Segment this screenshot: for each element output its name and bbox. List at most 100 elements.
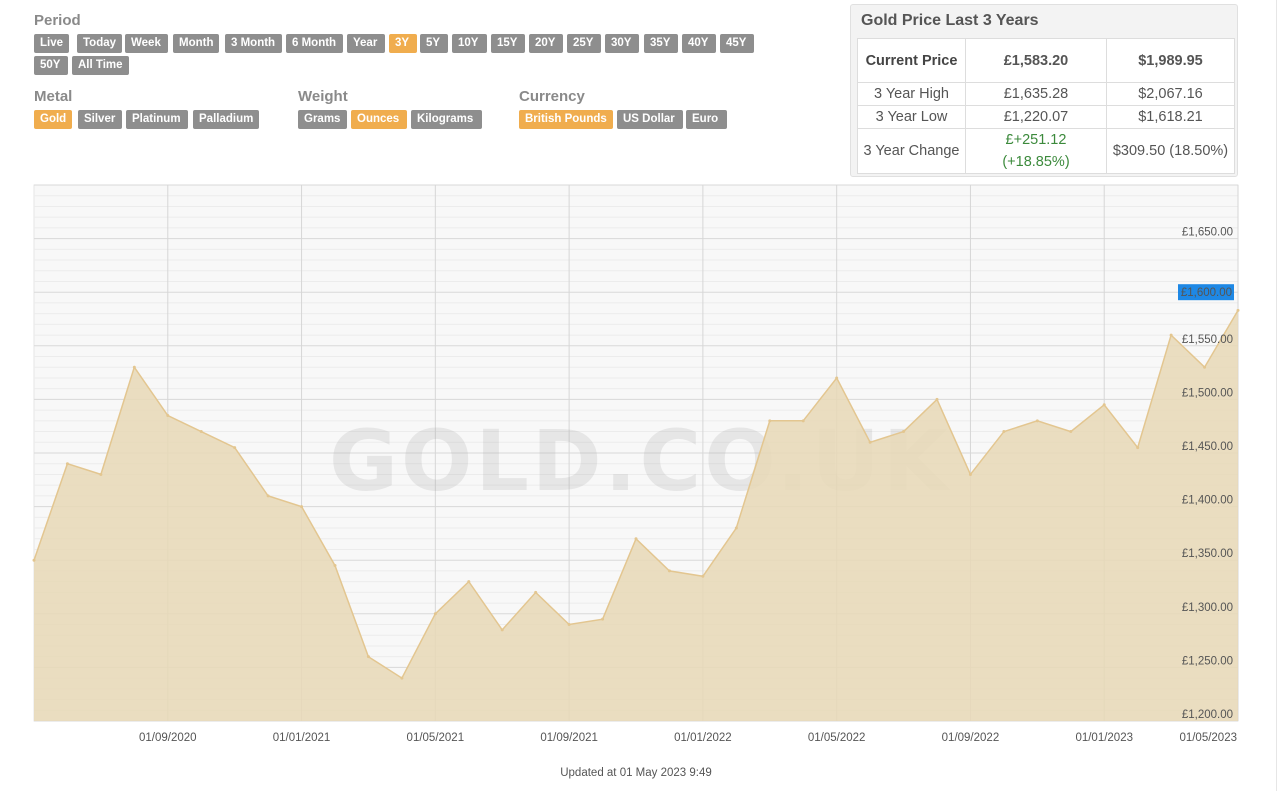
data-point bbox=[701, 574, 705, 578]
weight-button-kilograms[interactable]: Kilograms bbox=[411, 110, 482, 129]
period-button-50y[interactable]: 50Y bbox=[34, 56, 68, 75]
data-point bbox=[734, 526, 738, 530]
data-point bbox=[801, 419, 805, 423]
period-button-live[interactable]: Live bbox=[34, 34, 70, 53]
period-button-3y[interactable]: 3Y bbox=[389, 34, 417, 53]
x-tick-label: 01/01/2021 bbox=[273, 732, 331, 744]
data-point bbox=[467, 580, 471, 584]
y-tick-label: £1,400.00 bbox=[1182, 495, 1233, 507]
period-button-6-month[interactable]: 6 Month bbox=[286, 34, 343, 53]
data-point bbox=[634, 537, 638, 541]
period-label: Period bbox=[34, 12, 81, 29]
gold-price-chart[interactable]: 01/09/2020 01/01/2021 01/05/2021 01/09/2021… bbox=[0, 180, 1280, 750]
summary-table: Current Price £1,583.20 $1,989.95 3 Year… bbox=[857, 38, 1235, 174]
chart-svg: 01/09/2020 01/01/2021 01/05/2021 01/09/2021… bbox=[32, 184, 1240, 744]
summary-row-label: 3 Year Low bbox=[857, 105, 966, 129]
data-point bbox=[333, 564, 337, 568]
data-point bbox=[1169, 333, 1173, 337]
data-point bbox=[1203, 365, 1207, 369]
data-point bbox=[233, 446, 237, 450]
summary-row-label: Current Price bbox=[857, 38, 966, 83]
period-button-30y[interactable]: 30Y bbox=[605, 34, 639, 53]
x-tick-label: 01/09/2020 bbox=[139, 732, 197, 744]
y-tick-label: £1,300.00 bbox=[1182, 602, 1233, 614]
summary-row-current: Current Price £1,583.20 $1,989.95 bbox=[857, 38, 1235, 83]
currency-button-euro[interactable]: Euro bbox=[686, 110, 727, 129]
summary-row-label: 3 Year Change bbox=[857, 128, 966, 174]
period-button-5y[interactable]: 5Y bbox=[420, 34, 448, 53]
period-button-year[interactable]: Year bbox=[347, 34, 385, 53]
current-price-label: £1,600.00 bbox=[1181, 287, 1232, 299]
period-button-35y[interactable]: 35Y bbox=[644, 34, 678, 53]
metal-button-silver[interactable]: Silver bbox=[78, 110, 122, 129]
weight-button-ounces[interactable]: Ounces bbox=[351, 110, 407, 129]
period-button-3-month[interactable]: 3 Month bbox=[225, 34, 282, 53]
x-tick-label: 01/05/2022 bbox=[808, 732, 866, 744]
data-point bbox=[567, 623, 571, 627]
y-tick-label: £1,200.00 bbox=[1182, 709, 1233, 721]
metal-label: Metal bbox=[34, 88, 73, 105]
metal-button-gold[interactable]: Gold bbox=[34, 110, 73, 129]
series-area bbox=[34, 310, 1238, 721]
period-button-15y[interactable]: 15Y bbox=[491, 34, 525, 53]
weight-label: Weight bbox=[298, 88, 348, 105]
x-tick-label: 01/05/2023 bbox=[1179, 732, 1237, 744]
data-point bbox=[500, 628, 504, 632]
page-divider bbox=[1276, 0, 1277, 791]
period-button-week[interactable]: Week bbox=[125, 34, 168, 53]
summary-usd-value: $1,618.21 bbox=[1106, 105, 1235, 129]
data-point bbox=[1136, 446, 1140, 450]
metal-button-palladium[interactable]: Palladium bbox=[193, 110, 260, 129]
summary-gbp-value: £+251.12 (+18.85%) bbox=[965, 128, 1107, 174]
period-button-40y[interactable]: 40Y bbox=[682, 34, 716, 53]
x-tick-label: 01/09/2022 bbox=[942, 732, 1000, 744]
summary-gbp-value: £1,635.28 bbox=[965, 82, 1107, 106]
summary-gbp-value: £1,220.07 bbox=[965, 105, 1107, 129]
weight-button-grams[interactable]: Grams bbox=[298, 110, 347, 129]
data-point bbox=[366, 655, 370, 659]
price-summary-panel: Gold Price Last 3 Years Current Price £1… bbox=[850, 4, 1238, 177]
data-point bbox=[1069, 430, 1073, 434]
currency-button-us-dollar[interactable]: US Dollar bbox=[617, 110, 683, 129]
data-point bbox=[1102, 403, 1106, 407]
data-point bbox=[768, 419, 772, 423]
data-point bbox=[199, 430, 203, 434]
summary-usd-value: $2,067.16 bbox=[1106, 82, 1235, 106]
summary-usd-value: $1,989.95 bbox=[1106, 38, 1235, 83]
summary-row-label: 3 Year High bbox=[857, 82, 966, 106]
data-point bbox=[601, 617, 605, 621]
y-tick-label: £1,500.00 bbox=[1182, 387, 1233, 399]
currency-button-british-pounds[interactable]: British Pounds bbox=[519, 110, 613, 129]
current-price-marker bbox=[1178, 284, 1234, 301]
data-point bbox=[400, 676, 404, 680]
data-point bbox=[32, 558, 36, 562]
x-tick-label: 01/09/2021 bbox=[540, 732, 598, 744]
data-point bbox=[902, 430, 906, 434]
data-point bbox=[868, 440, 872, 444]
data-point bbox=[433, 612, 437, 616]
data-point bbox=[132, 365, 136, 369]
y-tick-label: £1,450.00 bbox=[1182, 441, 1233, 453]
data-point bbox=[667, 569, 671, 573]
summary-row-change: 3 Year Change £+251.12 (+18.85%) $309.50… bbox=[857, 128, 1235, 174]
data-point bbox=[166, 413, 170, 417]
data-point bbox=[968, 472, 972, 476]
data-point bbox=[935, 397, 939, 401]
period-button-today[interactable]: Today bbox=[77, 34, 123, 53]
y-tick-label: £1,650.00 bbox=[1182, 227, 1233, 239]
period-button-25y[interactable]: 25Y bbox=[567, 34, 601, 53]
metal-button-platinum[interactable]: Platinum bbox=[126, 110, 188, 129]
x-tick-label: 01/01/2023 bbox=[1075, 732, 1133, 744]
period-button-month[interactable]: Month bbox=[173, 34, 220, 53]
data-point bbox=[1035, 419, 1039, 423]
data-point bbox=[1002, 430, 1006, 434]
period-button-all-time[interactable]: All Time bbox=[72, 56, 129, 75]
y-tick-label: £1,350.00 bbox=[1182, 548, 1233, 560]
data-point bbox=[266, 494, 270, 498]
data-point bbox=[300, 505, 304, 509]
data-point bbox=[1236, 308, 1240, 312]
y-tick-label: £1,250.00 bbox=[1182, 655, 1233, 667]
period-button-45y[interactable]: 45Y bbox=[720, 34, 754, 53]
period-button-10y[interactable]: 10Y bbox=[452, 34, 487, 53]
period-button-20y[interactable]: 20Y bbox=[529, 34, 563, 53]
